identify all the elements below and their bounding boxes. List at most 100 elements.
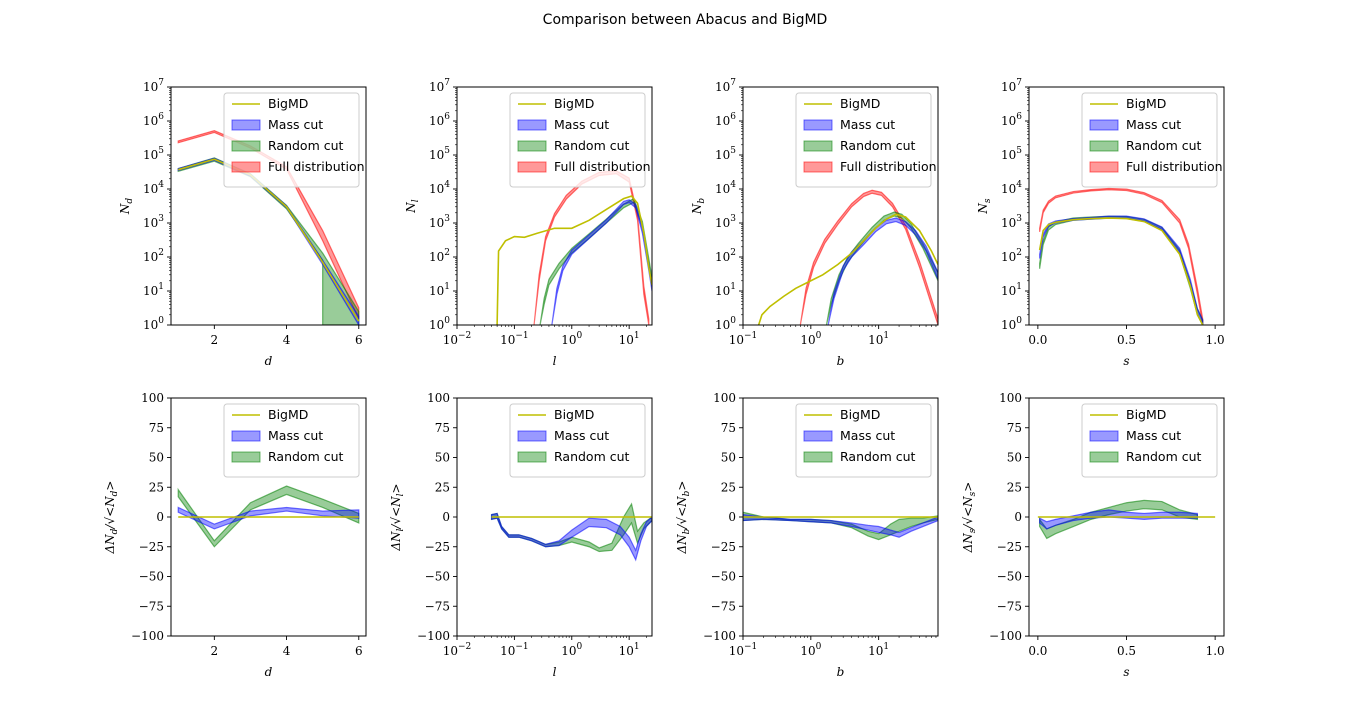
- figure-title: Comparison between Abacus and BigMD: [543, 12, 828, 28]
- b-diff-ytick-label: 75: [721, 421, 736, 435]
- s-count-ytick-label: 107: [1001, 78, 1022, 94]
- l-count-legend-label: Mass cut: [554, 117, 609, 132]
- b-diff-ylabel: ΔNb/√<Nb>: [675, 480, 692, 554]
- l-diff-xtick-label: 10−2: [443, 642, 472, 658]
- b-diff-legend-swatch: [803, 430, 833, 442]
- b-count-axes-frame: [742, 86, 939, 326]
- s-count-legend-box: [1081, 92, 1218, 188]
- b-diff-legend-label: Random cut: [840, 449, 916, 464]
- d-diff-ytick-label: 75: [149, 421, 164, 435]
- s-diff-ytick-label: −75: [997, 599, 1022, 613]
- s-diff-ytick-label: 0: [1014, 510, 1022, 524]
- d-count-legend-label: Full distribution: [268, 159, 365, 174]
- b-diff-xtick-label: 100: [800, 642, 821, 658]
- b-diff-ytick-label: 50: [721, 451, 736, 465]
- d-count-ytick-label: 106: [143, 112, 164, 128]
- l-count-xtick-label: 100: [561, 331, 582, 347]
- b-count-legend-label: Full distribution: [840, 159, 937, 174]
- s-diff-panel: −100 −75 −50 −25 0 25 50 75 100 0.0 0.5 1.0 s ΔNs/√<N…: [961, 391, 1225, 679]
- l-count-legend-swatch: [517, 119, 547, 131]
- l-count-legend: BigMD Mass cut Random cut Full distribution: [509, 92, 651, 188]
- b-count-random-cut-band: [825, 211, 938, 325]
- l-count-ylabel: Nl: [404, 199, 421, 214]
- s-count-legend-label: Mass cut: [1126, 117, 1181, 132]
- b-diff-legend-box: [795, 403, 932, 478]
- l-count-ytick-label: 101: [429, 282, 450, 298]
- s-diff-legend-label: Mass cut: [1126, 428, 1181, 443]
- l-diff-legend-label: Mass cut: [554, 428, 609, 443]
- d-diff-ylabel: ΔNd/√<Nd>: [103, 480, 120, 554]
- s-count-bigmd-line: [1038, 217, 1204, 325]
- s-count-xlabel: s: [1123, 354, 1129, 368]
- d-diff-xtick-label: 6: [355, 644, 363, 658]
- b-count-xlabel: b: [837, 354, 845, 368]
- s-diff-xtick-label: 0.5: [1117, 644, 1136, 658]
- d-count-legend-box: [223, 92, 360, 188]
- l-count-legend-label: Random cut: [554, 138, 630, 153]
- l-count-legend-label: BigMD: [554, 96, 594, 111]
- l-count-xtick-label: 10−1: [500, 331, 529, 347]
- s-diff-xlabel: s: [1123, 665, 1129, 679]
- b-count-legend-label: BigMD: [840, 96, 880, 111]
- d-count-ytick-label: 104: [143, 180, 164, 196]
- s-count-ytick-label: 101: [1001, 282, 1022, 298]
- d-count-ytick-label: 105: [143, 146, 164, 162]
- d-diff-xtick-label: 4: [283, 644, 291, 658]
- b-count-full-distribution-band: [799, 189, 938, 325]
- l-diff-xlabel: l: [553, 665, 557, 679]
- l-count-ytick-label: 105: [429, 146, 450, 162]
- d-count-xlabel: d: [265, 354, 273, 368]
- l-count-random-cut-band: [539, 197, 652, 325]
- b-count-ylabel: Nb: [690, 198, 707, 216]
- d-count-ytick-label: 100: [143, 316, 164, 332]
- s-count-ytick-label: 102: [1001, 248, 1022, 264]
- l-diff-ytick-label: 25: [435, 480, 450, 494]
- l-diff-legend-swatch: [517, 430, 547, 442]
- d-count-ytick-label: 107: [143, 78, 164, 94]
- s-count-legend-label: BigMD: [1126, 96, 1166, 111]
- l-diff-ytick-label: 50: [435, 451, 450, 465]
- l-diff-legend-label: BigMD: [554, 407, 594, 422]
- d-count-xtick-label: 2: [211, 333, 219, 347]
- l-diff-ytick-label: 0: [442, 510, 450, 524]
- b-count-ytick-label: 103: [715, 214, 736, 230]
- b-diff-ytick-label: −25: [711, 540, 736, 554]
- l-count-ytick-label: 103: [429, 214, 450, 230]
- s-count-xtick-label: 0.5: [1117, 333, 1136, 347]
- s-count-ytick-label: 103: [1001, 214, 1022, 230]
- l-diff-series-layer: [490, 502, 652, 562]
- d-diff-ytick-label: −50: [139, 570, 164, 584]
- s-diff-random-cut-band: [1039, 499, 1199, 540]
- s-count-legend: BigMD Mass cut Random cut Full distribution: [1081, 92, 1223, 188]
- s-diff-legend-swatch: [1089, 430, 1119, 442]
- b-count-ytick-label: 104: [715, 180, 736, 196]
- b-count-xtick-label: 101: [868, 331, 889, 347]
- l-diff-legend-box: [509, 403, 646, 478]
- b-count-ytick-label: 100: [715, 316, 736, 332]
- d-count-xtick-label: 4: [283, 333, 291, 347]
- b-count-legend-swatch: [803, 119, 833, 131]
- d-diff-random-cut-band: [177, 485, 360, 548]
- d-count-panel: 100 101 102 103 104 105 106 107 2 4 6 d Nd BigMD Mass …: [118, 78, 367, 368]
- d-count-ytick-label: 102: [143, 248, 164, 264]
- s-count-legend-label: Random cut: [1126, 138, 1202, 153]
- b-diff-ytick-label: 100: [713, 391, 736, 405]
- s-diff-ytick-label: 100: [999, 391, 1022, 405]
- s-count-legend-swatch: [1089, 140, 1119, 152]
- d-diff-mass-cut-band: [177, 506, 360, 530]
- l-count-xtick-label: 10−2: [443, 331, 472, 347]
- s-count-xtick-label: 1.0: [1206, 333, 1225, 347]
- s-count-legend-label: Full distribution: [1126, 159, 1223, 174]
- b-diff-ytick-label: 25: [721, 480, 736, 494]
- l-count-ytick-label: 106: [429, 112, 450, 128]
- s-diff-ytick-label: −50: [997, 570, 1022, 584]
- l-count-xtick-label: 101: [619, 331, 640, 347]
- b-diff-xtick-label: 101: [868, 642, 889, 658]
- l-count-series-layer: [496, 170, 652, 325]
- b-diff-legend-label: BigMD: [840, 407, 880, 422]
- l-diff-mass-cut-band: [490, 512, 652, 562]
- s-count-ytick-label: 100: [1001, 316, 1022, 332]
- d-diff-legend-label: Random cut: [268, 449, 344, 464]
